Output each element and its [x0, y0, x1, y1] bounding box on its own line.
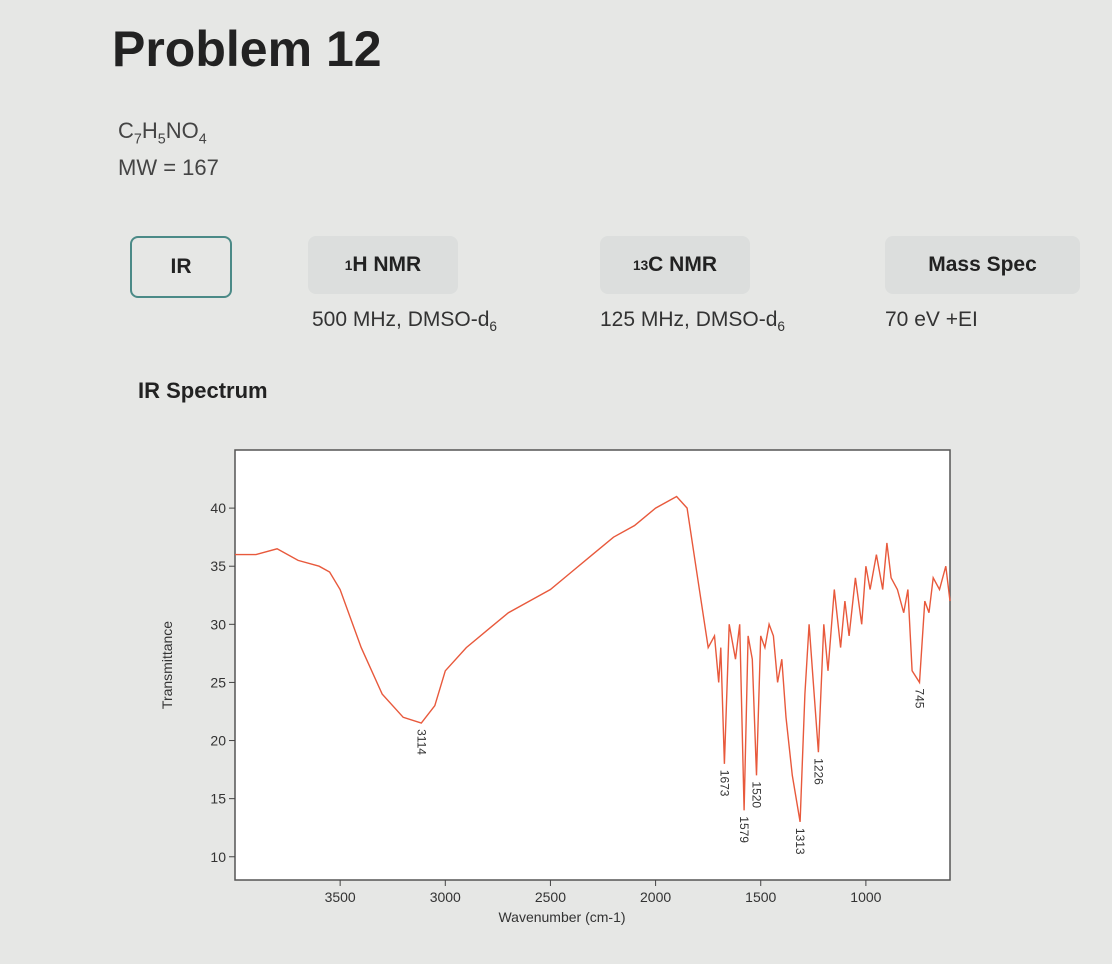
x-axis-label: Wavenumber (cm-1)	[498, 909, 625, 925]
spectrum-line	[235, 495, 951, 823]
tab-label: H NMR	[352, 253, 422, 276]
formula-sub: 5	[157, 131, 166, 148]
x-tick-label: 2500	[535, 889, 566, 905]
tab-note: 125 MHz, DMSO-d6	[600, 308, 785, 334]
peak-label: 1226	[811, 758, 825, 785]
formula: C7H5NO4	[118, 118, 207, 147]
x-tick-label: 3000	[430, 889, 461, 905]
formula-sub: 7	[133, 131, 142, 148]
formula-part: H	[141, 118, 158, 143]
tab-ir[interactable]: IR	[130, 236, 232, 298]
y-tick-label: 10	[210, 849, 226, 865]
tab-label: Mass Spec	[928, 253, 1037, 276]
tab-note: 500 MHz, DMSO-d6	[312, 308, 497, 334]
x-tick-label: 1000	[850, 889, 881, 905]
tab-note: 70 eV +EI	[885, 308, 978, 332]
plot-area	[234, 449, 951, 881]
molecular-weight: MW = 167	[118, 155, 219, 180]
peak-label: 1673	[717, 770, 731, 797]
note-text: 70 eV +EI	[885, 308, 978, 331]
tab-sup: 13	[632, 257, 649, 273]
tab-label: C NMR	[648, 253, 717, 276]
tab-mass-spec[interactable]: Mass Spec	[885, 236, 1080, 294]
peak-label: 1579	[737, 816, 751, 843]
tab-sup: 1	[344, 257, 353, 273]
y-tick-label: 35	[210, 558, 226, 574]
peak-label: 1313	[793, 828, 807, 855]
y-tick-label: 40	[210, 500, 226, 516]
tab-c-nmr[interactable]: 13 C NMR	[600, 236, 750, 294]
note-sub: 6	[777, 319, 785, 335]
y-tick-label: 15	[210, 791, 226, 807]
note-sub: 6	[489, 319, 497, 335]
peak-label: 1520	[750, 781, 764, 808]
formula-sub: 4	[198, 131, 207, 148]
y-tick-label: 30	[210, 616, 226, 632]
formula-part: C	[118, 118, 134, 143]
section-title: IR Spectrum	[138, 378, 268, 403]
peak-label: 745	[913, 688, 927, 708]
y-tick-label: 20	[210, 733, 226, 749]
y-axis-label: Transmittance	[159, 621, 175, 709]
y-tick-label: 25	[210, 674, 226, 690]
x-tick-label: 1500	[745, 889, 776, 905]
formula-part: NO	[165, 118, 199, 143]
title: Problem 12	[112, 21, 382, 77]
tab-label: IR	[170, 255, 192, 278]
x-tick-label: 2000	[640, 889, 671, 905]
note-text: 125 MHz, DMSO-d	[600, 308, 778, 331]
note-text: 500 MHz, DMSO-d	[312, 308, 490, 331]
x-tick-label: 3500	[325, 889, 356, 905]
peak-label: 3114	[414, 729, 428, 755]
